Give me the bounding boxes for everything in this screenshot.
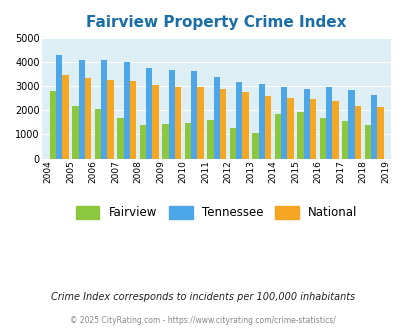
Bar bbox=[274, 114, 280, 158]
Bar bbox=[242, 92, 248, 158]
Bar bbox=[296, 112, 303, 158]
Bar bbox=[370, 95, 376, 158]
Text: Crime Index corresponds to incidents per 100,000 inhabitants: Crime Index corresponds to incidents per… bbox=[51, 292, 354, 302]
Bar bbox=[101, 60, 107, 158]
Bar bbox=[168, 70, 175, 158]
Bar bbox=[341, 120, 347, 158]
Bar bbox=[235, 82, 242, 158]
Bar bbox=[162, 124, 168, 158]
Bar bbox=[229, 128, 235, 158]
Bar bbox=[213, 77, 220, 158]
Bar bbox=[287, 98, 293, 158]
Bar bbox=[364, 125, 370, 158]
Bar bbox=[258, 84, 264, 158]
Bar bbox=[50, 91, 56, 158]
Title: Fairview Property Crime Index: Fairview Property Crime Index bbox=[86, 15, 346, 30]
Bar bbox=[319, 117, 325, 158]
Bar bbox=[191, 71, 197, 158]
Bar bbox=[303, 89, 309, 158]
Bar bbox=[95, 109, 101, 158]
Bar bbox=[117, 117, 123, 158]
Bar bbox=[56, 55, 62, 158]
Bar bbox=[220, 89, 226, 158]
Bar bbox=[347, 90, 354, 158]
Bar bbox=[354, 106, 360, 158]
Legend: Fairview, Tennessee, National: Fairview, Tennessee, National bbox=[70, 201, 363, 225]
Bar bbox=[280, 87, 287, 158]
Bar bbox=[123, 62, 130, 158]
Bar bbox=[146, 68, 152, 158]
Bar bbox=[309, 99, 315, 158]
Bar bbox=[264, 96, 271, 158]
Bar bbox=[139, 125, 146, 158]
Bar bbox=[152, 85, 158, 158]
Bar bbox=[184, 123, 191, 158]
Bar bbox=[331, 101, 338, 158]
Bar bbox=[130, 81, 136, 158]
Bar bbox=[85, 78, 91, 158]
Text: © 2025 CityRating.com - https://www.cityrating.com/crime-statistics/: © 2025 CityRating.com - https://www.city… bbox=[70, 315, 335, 325]
Bar bbox=[325, 87, 331, 158]
Bar bbox=[207, 120, 213, 158]
Bar bbox=[79, 60, 85, 158]
Bar bbox=[62, 76, 68, 158]
Bar bbox=[72, 106, 79, 158]
Bar bbox=[376, 107, 383, 158]
Bar bbox=[107, 80, 113, 158]
Bar bbox=[252, 133, 258, 158]
Bar bbox=[197, 87, 203, 158]
Bar bbox=[175, 87, 181, 158]
